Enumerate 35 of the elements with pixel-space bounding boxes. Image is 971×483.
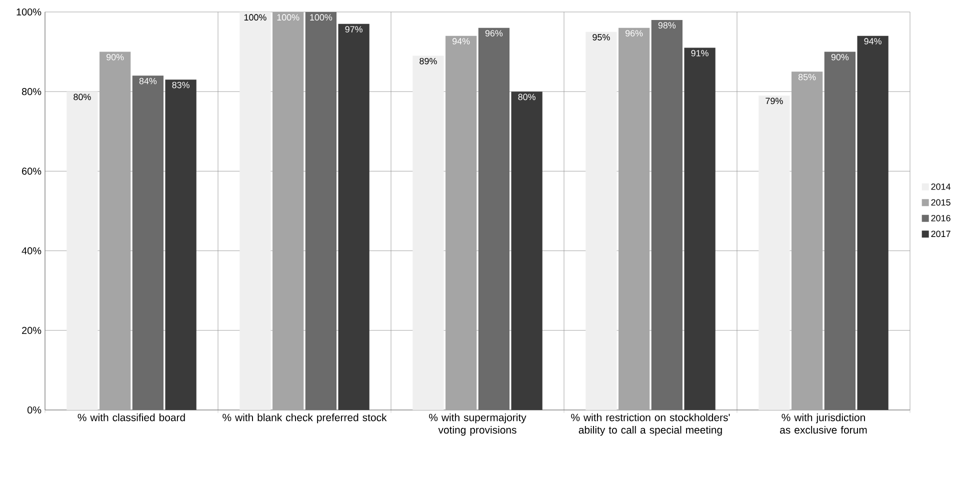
y-tick-label: 40% [22,247,42,254]
y-tick-label: 20% [22,326,42,334]
data-label: 80% [74,94,91,100]
y-tick-label: 80% [22,88,42,96]
x-tick-label: % with jurisdiction as exclusive forum [780,414,867,434]
data-label: 90% [831,54,849,60]
data-label: 89% [420,58,437,64]
data-label: 100% [277,14,300,21]
y-tick-label: 100% [16,8,42,16]
data-label: 83% [172,82,190,88]
data-label: 90% [106,54,124,60]
data-label: 80% [518,94,536,100]
data-label: 79% [766,98,783,104]
x-tick-label: % with classified board [78,414,185,422]
data-label: 96% [626,30,643,36]
data-label: 100% [244,14,266,21]
data-label: 94% [452,38,470,44]
data-label: 85% [798,74,816,80]
y-tick-label: 60% [22,168,42,175]
legend-label: 2015 [931,199,950,206]
x-tick-label: % with blank check preferred stock [222,414,387,424]
data-label: 100% [310,14,332,21]
legend-label: 2014 [931,183,951,190]
y-tick-label: 0% [27,406,42,414]
legend-label: 2016 [931,214,950,222]
data-label: 98% [658,22,676,28]
x-tick-label: % with supermajority voting provisions [429,414,526,436]
data-label: 94% [864,38,882,44]
data-label: 91% [691,50,708,56]
legend-label: 2017 [931,230,950,238]
data-label: 95% [592,34,610,40]
data-label: 97% [345,26,362,32]
data-label: 96% [485,30,503,36]
x-tick-label: % with restriction on stockholders' ability to call a special meeting [571,414,730,436]
data-label: 84% [139,78,157,84]
